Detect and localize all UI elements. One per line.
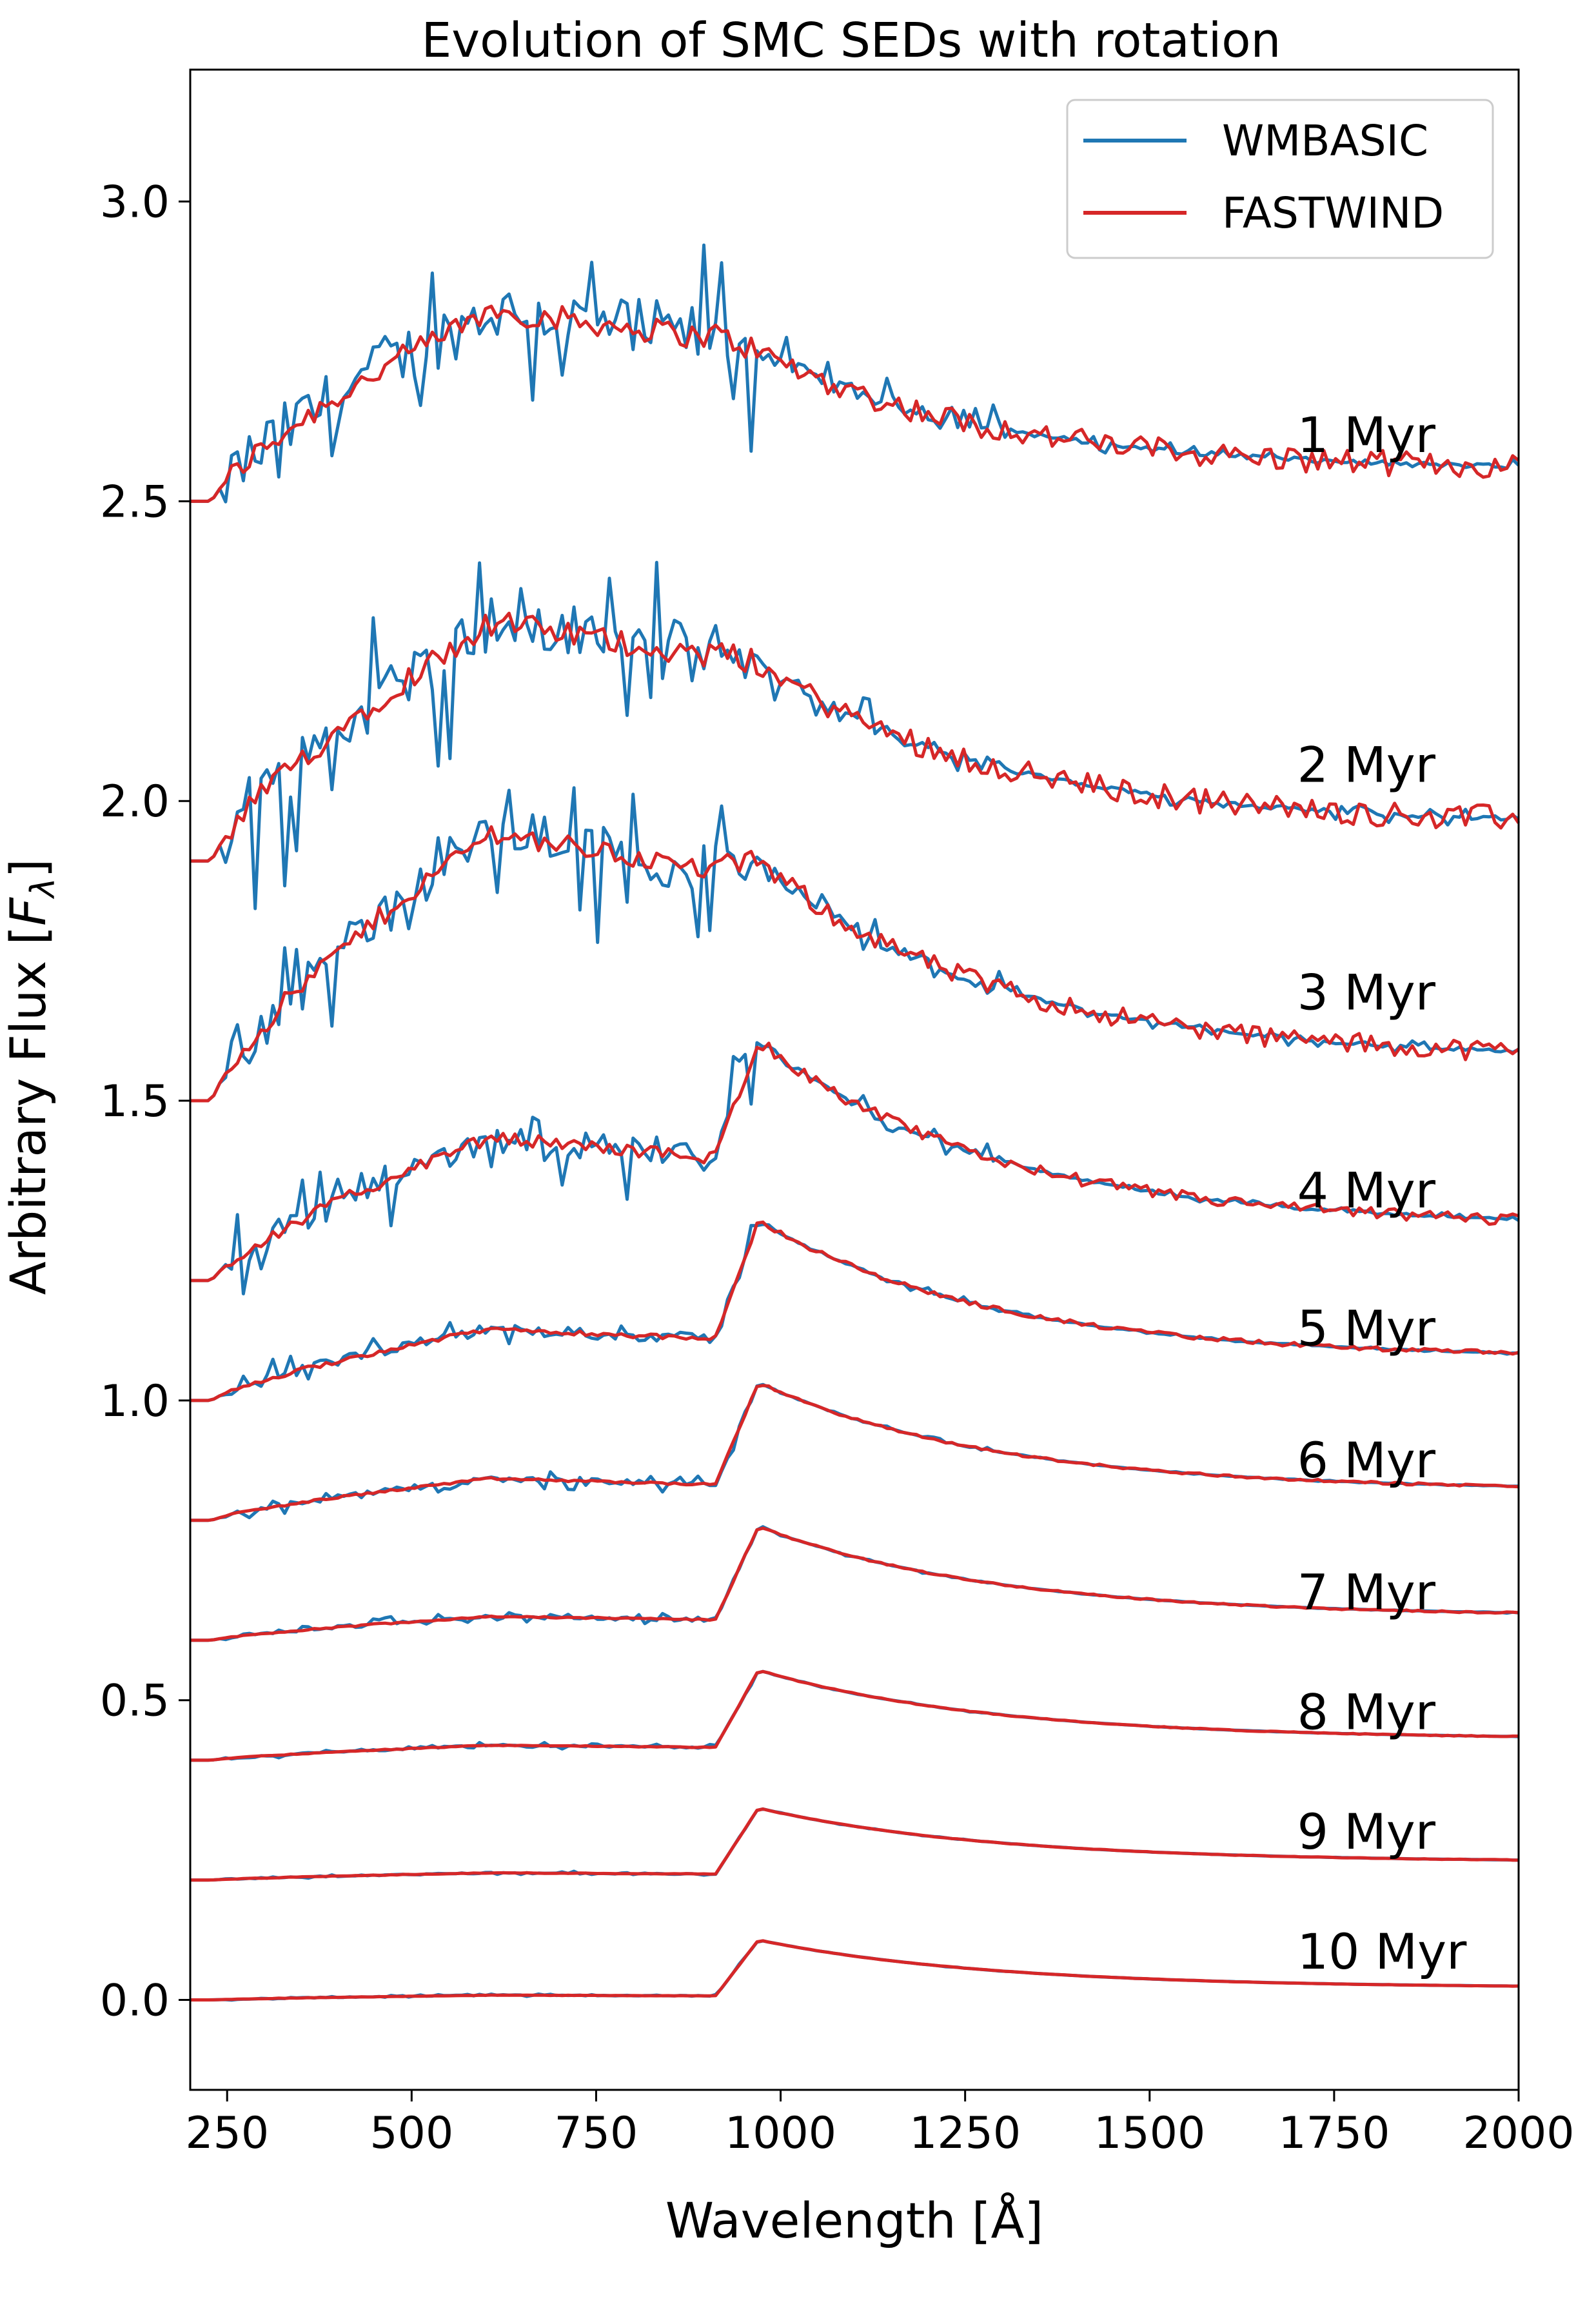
fastwind-line	[190, 1041, 1519, 1283]
wmbasic-line	[190, 786, 1520, 1103]
age-labels-layer: 1 Myr 2 Myr 3 Myr 4 Myr 5 Myr 6 Myr 7 Myr 8 Myr…	[1297, 406, 1467, 1980]
fastwind-line	[190, 825, 1520, 1103]
x-tick-label: 1000	[725, 2108, 836, 2159]
age-label: 5 Myr	[1297, 1299, 1436, 1357]
ticks-layer: 250 500 750 1000 1250 1500 1750 2000 0.0 0.5 1.0 1.…	[100, 177, 1575, 2159]
y-tick-label: 2.0	[100, 776, 170, 827]
fastwind-line	[190, 1939, 1519, 2002]
fastwind-line	[190, 1526, 1519, 1642]
y-tick-label: 1.5	[100, 1076, 170, 1127]
age-label: 7 Myr	[1297, 1563, 1436, 1620]
x-tick-label: 1250	[909, 2108, 1021, 2159]
fastwind-line	[190, 1669, 1519, 1762]
title-group: Evolution of SMC SEDs with rotation	[422, 13, 1281, 68]
y-label-sub: λ	[24, 878, 63, 900]
age-label: 10 Myr	[1297, 1923, 1467, 1980]
plot-frame	[189, 68, 1520, 2091]
legend-label-fastwind: FASTWIND	[1222, 188, 1444, 238]
age-label: 6 Myr	[1297, 1431, 1436, 1489]
chart-title: Evolution of SMC SEDs with rotation	[422, 13, 1281, 68]
x-tick-label: 1750	[1278, 2108, 1390, 2159]
y-tick-label: 2.5	[100, 477, 170, 527]
fastwind-line	[190, 1807, 1519, 1882]
age-label: 1 Myr	[1297, 406, 1436, 464]
legend: WMBASIC FASTWIND	[1066, 99, 1494, 259]
fastwind-line	[190, 1384, 1519, 1522]
y-label-var: F	[0, 897, 57, 926]
y-label-prefix: Arbitrary Flux [	[0, 926, 57, 1295]
fastwind-line	[190, 611, 1521, 863]
age-label: 2 Myr	[1297, 736, 1436, 793]
wmbasic-line	[190, 243, 1520, 504]
x-tick-label: 1500	[1094, 2108, 1205, 2159]
y-tick-label: 0.5	[100, 1676, 170, 1727]
age-label: 4 Myr	[1297, 1161, 1436, 1219]
legend-label-wmbasic: WMBASIC	[1222, 116, 1428, 166]
fastwind-line	[190, 304, 1520, 503]
y-axis-label: Arbitrary Flux [Fλ]	[0, 859, 63, 1295]
age-label: 3 Myr	[1297, 964, 1436, 1021]
fastwind-line	[190, 1220, 1519, 1402]
age-label: 8 Myr	[1297, 1683, 1436, 1740]
age-label: 9 Myr	[1297, 1803, 1436, 1860]
y-tick-label: 0.0	[100, 1976, 170, 2027]
y-tick-label: 3.0	[100, 177, 170, 228]
x-tick-label: 250	[185, 2108, 269, 2159]
y-tick-label: 1.0	[100, 1376, 170, 1427]
x-tick-label: 750	[555, 2108, 638, 2159]
x-tick-label: 500	[369, 2108, 453, 2159]
x-tick-label: 2000	[1463, 2108, 1574, 2159]
x-axis-label: Wavelength [Å]	[665, 2192, 1043, 2249]
y-label-suffix: ]	[0, 859, 57, 878]
series-layer	[190, 243, 1521, 2002]
